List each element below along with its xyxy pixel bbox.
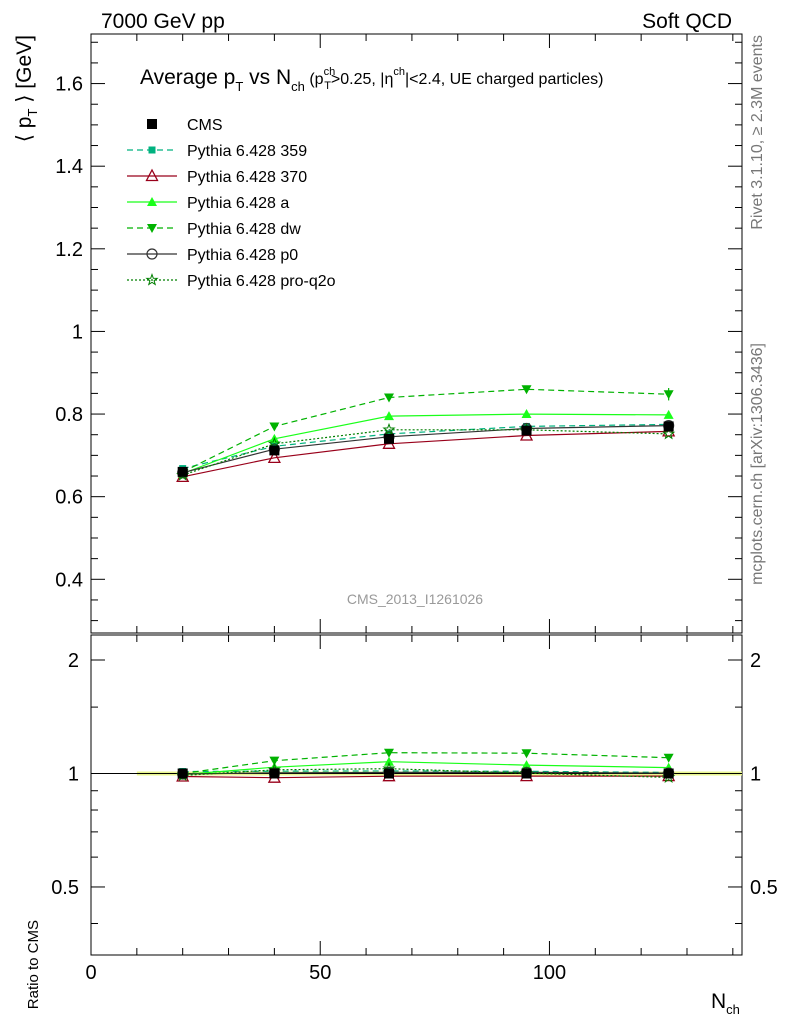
ratio-point-cms	[383, 768, 394, 779]
rivet-label: Rivet 3.1.10, ≥ 2.3M events	[749, 35, 766, 230]
series-line-pythia-6-428-pro-q2o	[182, 429, 669, 476]
series-line-pythia-6-428-dw	[182, 388, 669, 473]
y-tick-label: 0.8	[55, 404, 83, 426]
x-tick-label: 50	[309, 962, 331, 984]
point-pythia-6-428-a	[663, 409, 674, 419]
ratio-point-cms	[177, 768, 188, 779]
legend-marker-cms	[147, 119, 157, 129]
y-tick-label: 1.6	[55, 74, 83, 96]
axis-ticks: 0.4 0.6 0.8 1 1.2 1.4 1.6 0 50 100 0.5 1 2 0.5 1 2	[51, 34, 778, 984]
ratio-y-tick-label-right: 0.5	[750, 877, 778, 899]
ratio-frame	[90, 634, 743, 956]
y-axis-label: ⟨ pT ⟩ [GeV]	[13, 35, 40, 142]
series-line-pythia-6-428-p0	[182, 425, 669, 474]
analysis-watermark: CMS_2013_I1261026	[347, 591, 483, 607]
point-pythia-6-428-370	[267, 450, 281, 463]
ratio-plot-series	[176, 748, 676, 784]
legend-marker-pythia-6-428-p0	[146, 248, 158, 260]
legend-label-pythia-6-428-370: Pythia 6.428 370	[187, 169, 307, 186]
x-tick-label: 100	[533, 962, 566, 984]
main-frame	[90, 33, 743, 634]
y-tick-label: 1.4	[55, 156, 83, 178]
ratio-point-cms	[521, 768, 532, 779]
y-tick-label: 1.2	[55, 239, 83, 261]
ratio-point-pythia-6-428-dw	[383, 748, 394, 758]
legend-label-pythia-6-428-p0: Pythia 6.428 p0	[187, 247, 298, 264]
legend-label-cms: CMS	[187, 117, 223, 134]
legend-marker-pythia-6-428-370	[145, 168, 159, 182]
y-tick-label: 0.6	[55, 487, 83, 509]
point-cms	[269, 445, 280, 456]
ratio-point-pythia-6-428-dw	[663, 753, 674, 763]
ratio-point-pythia-6-428-dw	[269, 756, 280, 766]
y-tick-label: 0.4	[55, 569, 83, 591]
legend-label-pythia-6-428-a: Pythia 6.428 a	[187, 195, 289, 212]
point-cms	[177, 466, 188, 477]
header-left: 7000 GeV pp	[101, 10, 225, 33]
series-line-pythia-6-428-a	[182, 413, 669, 475]
ratio-point-pythia-6-428-a	[383, 756, 394, 766]
point-cms	[383, 433, 394, 444]
ratio-point-cms	[663, 768, 674, 779]
plot-title: Average pT vs Nch (pch T>0.25, |ηch|<2.4,…	[140, 66, 603, 94]
ratio-line-pythia-6-428-pro-q2o	[182, 768, 669, 778]
ratio-y-tick-label: 0.5	[51, 877, 79, 899]
point-cms	[663, 421, 674, 432]
point-pythia-6-428-dw	[269, 422, 280, 432]
ratio-point-pythia-6-428-dw	[521, 749, 532, 759]
legend-label-pythia-6-428-pro-q2o: Pythia 6.428 pro-q2o	[187, 273, 336, 290]
point-pythia-6-428-pro-q2o	[661, 426, 676, 440]
mcplots-label: mcplots.cern.ch [arXiv:1306.3436]	[749, 343, 766, 585]
point-pythia-6-428-dw	[521, 385, 532, 395]
x-axis-label: Nch	[711, 990, 740, 1017]
ratio-point-cms	[269, 768, 280, 779]
ratio-y-tick-label: 1	[68, 763, 79, 785]
point-pythia-6-428-a	[521, 409, 532, 419]
point-cms	[521, 425, 532, 436]
ratio-line-pythia-6-428-370	[182, 775, 669, 779]
legend: CMS Pythia 6.428 359 Pythia 6.428 370 Pythi…	[127, 117, 336, 290]
x-tick-label: 0	[85, 962, 96, 984]
point-pythia-6-428-dw	[383, 393, 394, 403]
legend-marker-pythia-6-428-pro-q2o	[145, 272, 159, 286]
ratio-point-pythia-6-428-a	[521, 760, 532, 770]
point-pythia-6-428-a	[383, 411, 394, 421]
ratio-y-axis-label: Ratio to CMS	[25, 920, 42, 1009]
legend-marker-pythia-6-428-dw	[147, 224, 157, 233]
legend-label-pythia-6-428-359: Pythia 6.428 359	[187, 143, 307, 160]
header-right: Soft QCD	[642, 10, 732, 33]
legend-label-pythia-6-428-dw: Pythia 6.428 dw	[187, 221, 301, 238]
ratio-line-pythia-6-428-dw	[182, 752, 669, 775]
legend-marker-pythia-6-428-a	[147, 197, 157, 206]
y-tick-label: 1	[72, 321, 83, 343]
main-plot-series	[176, 385, 676, 482]
ratio-y-tick-label-right: 2	[750, 650, 761, 672]
ratio-y-tick-label-right: 1	[750, 763, 761, 785]
point-pythia-6-428-dw	[663, 390, 674, 400]
point-pythia-6-428-pro-q2o	[382, 422, 396, 436]
ratio-y-tick-label: 2	[68, 650, 79, 672]
legend-marker-pythia-6-428-359	[148, 146, 156, 154]
